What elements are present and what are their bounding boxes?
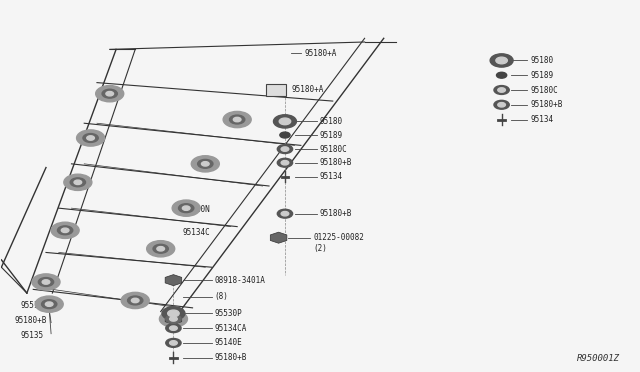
Text: 95530P: 95530P bbox=[215, 309, 243, 318]
Text: 95510N: 95510N bbox=[20, 301, 48, 311]
Circle shape bbox=[58, 226, 73, 235]
Circle shape bbox=[496, 57, 508, 64]
Text: 95180: 95180 bbox=[531, 56, 554, 65]
Circle shape bbox=[96, 86, 124, 102]
Circle shape bbox=[281, 211, 289, 216]
Circle shape bbox=[32, 274, 60, 290]
Circle shape bbox=[51, 222, 79, 238]
Text: 08918-3401A: 08918-3401A bbox=[215, 276, 266, 285]
Text: 95180+A: 95180+A bbox=[304, 49, 337, 58]
Text: 01225-00082: 01225-00082 bbox=[314, 233, 365, 242]
Text: 95134: 95134 bbox=[320, 172, 343, 181]
Polygon shape bbox=[270, 232, 287, 243]
Circle shape bbox=[106, 92, 113, 96]
Circle shape bbox=[162, 307, 185, 320]
Circle shape bbox=[490, 54, 513, 67]
Circle shape bbox=[234, 117, 241, 122]
Text: 95180: 95180 bbox=[320, 117, 343, 126]
Circle shape bbox=[159, 311, 188, 327]
Circle shape bbox=[70, 178, 86, 187]
Circle shape bbox=[279, 118, 291, 125]
Text: 95180+B: 95180+B bbox=[531, 100, 563, 109]
Circle shape bbox=[121, 292, 149, 309]
Circle shape bbox=[494, 86, 509, 94]
Circle shape bbox=[83, 134, 99, 142]
Circle shape bbox=[198, 160, 213, 168]
Circle shape bbox=[223, 112, 251, 128]
Text: 95135: 95135 bbox=[20, 331, 44, 340]
Circle shape bbox=[64, 174, 92, 190]
Text: 95180+A: 95180+A bbox=[291, 85, 324, 94]
Text: 95140E: 95140E bbox=[215, 339, 243, 347]
Circle shape bbox=[45, 302, 53, 307]
Circle shape bbox=[42, 300, 57, 309]
Text: 95134: 95134 bbox=[531, 115, 554, 124]
Circle shape bbox=[494, 100, 509, 109]
Circle shape bbox=[498, 88, 506, 92]
Circle shape bbox=[191, 156, 220, 172]
Circle shape bbox=[202, 161, 209, 166]
Circle shape bbox=[277, 145, 292, 154]
Circle shape bbox=[281, 161, 289, 165]
Circle shape bbox=[497, 72, 507, 78]
Polygon shape bbox=[165, 275, 182, 286]
Circle shape bbox=[157, 247, 164, 251]
Circle shape bbox=[127, 296, 143, 305]
Circle shape bbox=[277, 158, 292, 167]
Text: 95189: 95189 bbox=[320, 131, 343, 140]
Polygon shape bbox=[165, 313, 182, 324]
Text: 95180+B: 95180+B bbox=[215, 353, 247, 362]
Text: 95189: 95189 bbox=[531, 71, 554, 80]
Text: 95180+B: 95180+B bbox=[320, 209, 353, 218]
Circle shape bbox=[280, 132, 290, 138]
Text: 95180+B: 95180+B bbox=[14, 316, 47, 325]
Text: R950001Z: R950001Z bbox=[577, 354, 620, 363]
Text: 95180+B: 95180+B bbox=[320, 158, 353, 167]
Circle shape bbox=[166, 314, 181, 323]
Circle shape bbox=[170, 317, 177, 321]
Text: 95134CA: 95134CA bbox=[215, 324, 247, 333]
Circle shape bbox=[35, 296, 63, 312]
Text: (8): (8) bbox=[215, 292, 228, 301]
Text: 95180C: 95180C bbox=[320, 145, 348, 154]
Text: (2): (2) bbox=[314, 244, 328, 253]
Circle shape bbox=[166, 324, 181, 333]
Circle shape bbox=[281, 147, 289, 151]
Circle shape bbox=[131, 298, 139, 303]
Bar bbox=[266, 84, 286, 96]
Circle shape bbox=[147, 241, 175, 257]
Circle shape bbox=[61, 228, 69, 232]
Circle shape bbox=[277, 209, 292, 218]
Circle shape bbox=[172, 200, 200, 216]
Circle shape bbox=[179, 204, 194, 212]
Circle shape bbox=[153, 244, 168, 253]
Circle shape bbox=[230, 115, 245, 124]
Circle shape bbox=[102, 89, 117, 98]
Circle shape bbox=[168, 310, 179, 317]
Circle shape bbox=[42, 280, 50, 284]
Text: 95520N: 95520N bbox=[183, 205, 211, 215]
Circle shape bbox=[77, 130, 104, 146]
Text: 95180C: 95180C bbox=[531, 86, 558, 94]
Text: 95134C: 95134C bbox=[183, 228, 211, 237]
Circle shape bbox=[38, 278, 54, 286]
Circle shape bbox=[74, 180, 82, 185]
Circle shape bbox=[170, 326, 177, 330]
Circle shape bbox=[498, 103, 506, 107]
Circle shape bbox=[87, 136, 95, 140]
Circle shape bbox=[273, 115, 296, 128]
Circle shape bbox=[170, 341, 177, 345]
Circle shape bbox=[166, 339, 181, 347]
Circle shape bbox=[182, 206, 190, 211]
